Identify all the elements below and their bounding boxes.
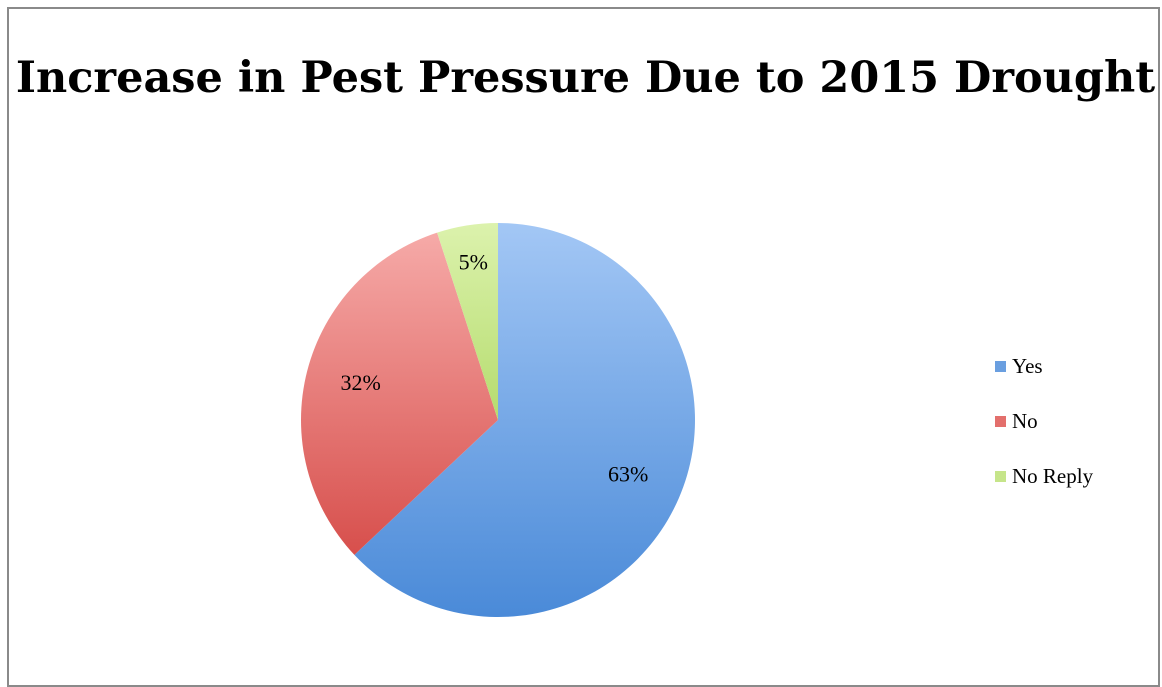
pie-label-yes: 63%	[608, 461, 648, 486]
legend-label-no-reply: No Reply	[1012, 463, 1094, 488]
chart-title: Increase in Pest Pressure Due to 2015 Dr…	[15, 53, 1156, 103]
pie-label-no-reply: 5%	[459, 249, 488, 274]
legend-label-no: No	[1012, 408, 1038, 433]
legend-swatch-no-reply	[995, 470, 1006, 482]
legend-item-yes: Yes	[995, 352, 1093, 380]
legend-item-no: No	[995, 407, 1093, 435]
legend-swatch-no	[995, 415, 1006, 427]
legend-item-no-reply: No Reply	[995, 462, 1093, 490]
legend-swatch-yes	[995, 360, 1006, 372]
pie-slice-no	[301, 232, 498, 555]
pie-slice-no-reply	[437, 223, 498, 420]
legend: Yes No No Reply	[995, 352, 1093, 517]
pie-slice-yes	[354, 223, 696, 617]
legend-label-yes: Yes	[1012, 353, 1043, 378]
pie-label-no: 32%	[340, 370, 380, 395]
